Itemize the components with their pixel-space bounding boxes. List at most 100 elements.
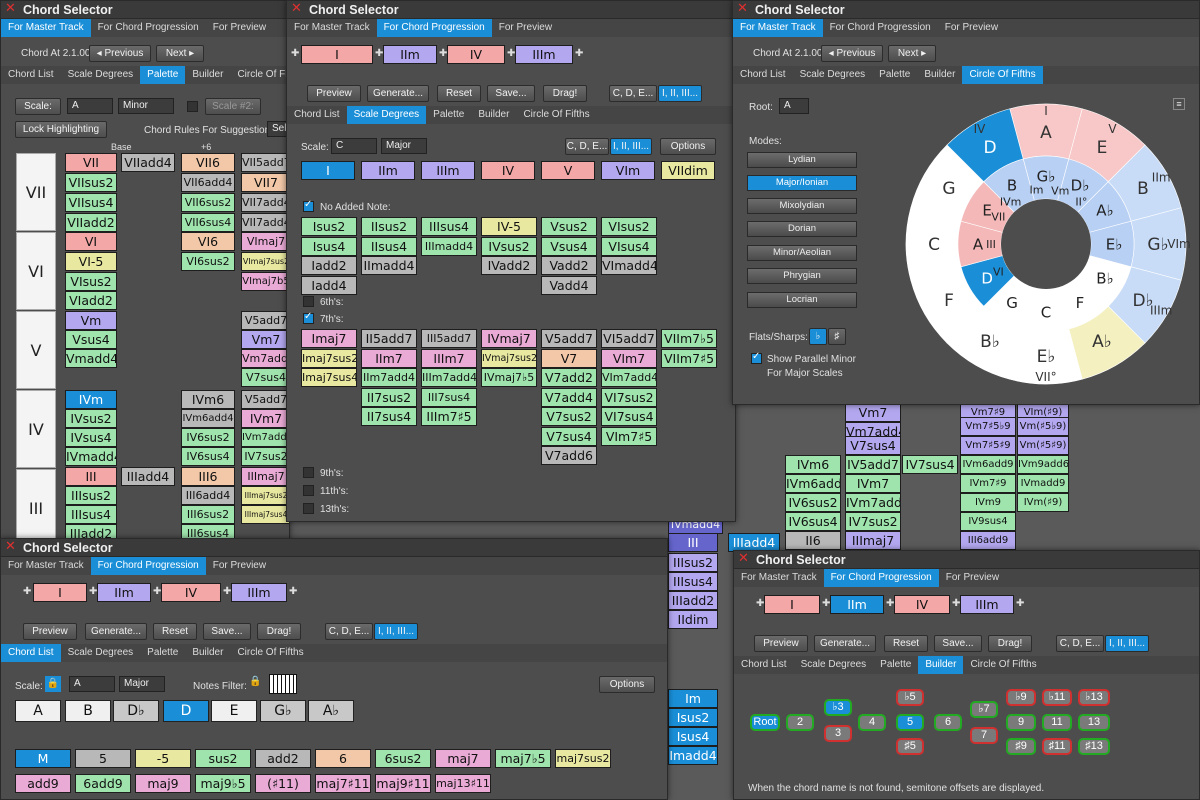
chord-chip[interactable]: VI	[65, 232, 117, 251]
chord-chip[interactable]: IIImaj7sus4	[241, 505, 289, 524]
chord-chip[interactable]: IIIadd2	[65, 524, 117, 539]
chord-chip[interactable]: Vadd2	[541, 256, 597, 275]
insert-plus-icon[interactable]: ✚	[439, 48, 448, 59]
tab-preview[interactable]: For Preview	[945, 572, 1000, 583]
chord-chip[interactable]: IVmaj7sus2	[481, 348, 537, 368]
piano-keyboard-icon[interactable]	[269, 674, 297, 694]
chord-chip[interactable]: Isus4	[668, 727, 718, 746]
degree-chip[interactable]: IV	[481, 161, 535, 180]
chord-chip[interactable]: VI7sus2	[601, 387, 657, 407]
chord-chip[interactable]: IVsus2	[65, 409, 117, 428]
chord-chip[interactable]: IVm7add4	[845, 493, 901, 512]
chord-chip[interactable]: III7sus4	[421, 387, 477, 407]
lock-highlighting-button[interactable]: Lock Highlighting	[15, 121, 107, 138]
chord-chip[interactable]: VIsus2	[65, 272, 117, 291]
chord-chip[interactable]: Vm7♯5♭9	[960, 417, 1016, 436]
insert-plus-icon[interactable]: ✚	[1016, 598, 1025, 609]
chord-chip[interactable]: III6add9	[960, 531, 1016, 550]
options-button[interactable]: Options	[599, 676, 655, 693]
progression-chord[interactable]: IIm	[383, 45, 437, 64]
insert-plus-icon[interactable]: ✚	[153, 586, 162, 597]
chord-chip[interactable]: IV6sus4	[181, 447, 235, 466]
key-button[interactable]: E	[211, 700, 257, 722]
interval-node[interactable]: ♯9	[1006, 738, 1036, 755]
chord-chip[interactable]: IVmaj7	[481, 329, 537, 348]
progression-chord[interactable]: IIIm	[231, 583, 287, 602]
progression-chord[interactable]: IIIm	[960, 595, 1014, 614]
chord-chip[interactable]: III5add7	[421, 329, 477, 348]
chord-chip[interactable]: IIm7add4	[361, 368, 417, 387]
insert-plus-icon[interactable]: ✚	[23, 586, 32, 597]
chord-chip[interactable]: VIIadd2	[65, 213, 117, 232]
chord-chip[interactable]: Vm(♯5♭9)	[1017, 417, 1069, 436]
chord-chip[interactable]: IIIsus4	[668, 572, 718, 591]
chord-chip[interactable]: V5add7	[541, 329, 597, 348]
scale2-checkbox[interactable]	[187, 101, 198, 112]
options-button[interactable]: Options	[660, 138, 716, 155]
chord-type-chip[interactable]: maj7♯11	[315, 774, 371, 793]
scale-mode-select[interactable]: Major	[119, 676, 165, 692]
chord-chip[interactable]: VImadd4	[601, 256, 657, 275]
interval-node[interactable]: ♭11	[1042, 689, 1072, 706]
chord-chip[interactable]: IV6sus4	[785, 512, 841, 531]
generate-button[interactable]: Generate...	[85, 623, 147, 640]
chord-type-chip[interactable]: maj9♭5	[195, 774, 251, 793]
insert-plus-icon[interactable]: ✚	[886, 598, 895, 609]
sevenths-checkbox[interactable]	[303, 311, 314, 324]
chord-chip[interactable]: III6	[181, 467, 235, 486]
tab-preview[interactable]: For Preview	[212, 22, 267, 33]
chord-chip[interactable]: VI6	[181, 232, 235, 251]
chord-chip[interactable]: IIImadd4	[421, 236, 477, 256]
mode-minor-aeolian[interactable]: Minor/Aeolian	[747, 245, 857, 261]
key-button[interactable]: D♭	[113, 700, 159, 722]
chord-chip[interactable]: VII7add4	[241, 193, 289, 212]
chord-chip[interactable]: VIm7add4	[601, 368, 657, 387]
chord-chip[interactable]: IVm9add6	[1017, 455, 1069, 474]
close-icon[interactable]: ✕	[5, 539, 16, 554]
tab-chord-list[interactable]: Chord List	[741, 659, 787, 670]
scale2-button[interactable]: Scale #2:	[205, 98, 261, 115]
chord-chip[interactable]: Vm7	[241, 330, 289, 349]
chord-type-chip[interactable]: M	[15, 749, 71, 768]
filter-lock-icon[interactable]: 🔒	[249, 676, 262, 687]
mode-lydian[interactable]: Lydian	[747, 152, 857, 168]
chord-chip[interactable]: IV6sus2	[181, 428, 235, 447]
chord-chip[interactable]: IIIsus4	[65, 505, 117, 524]
tab-circle-of-fifths[interactable]: Circle Of Fifths	[962, 66, 1043, 84]
chord-chip[interactable]: Imaj7	[301, 329, 357, 348]
chord-chip[interactable]: Vm	[65, 311, 117, 330]
chord-chip[interactable]: IIIsus2	[65, 486, 117, 505]
key-button[interactable]: A	[15, 700, 61, 722]
insert-plus-icon[interactable]: ✚	[89, 586, 98, 597]
chord-chip[interactable]: IVm(♯9)	[1017, 493, 1069, 512]
mode-major-ionian[interactable]: Major/Ionian	[747, 175, 857, 191]
interval-node[interactable]: 11	[1042, 714, 1072, 731]
interval-node[interactable]: 7	[970, 727, 998, 744]
tab-builder[interactable]: Builder	[924, 69, 956, 80]
chord-chip[interactable]: Iadd2	[301, 256, 357, 275]
chord-chip[interactable]: IImadd4	[361, 256, 417, 275]
chord-chip[interactable]: VIsus2	[601, 217, 657, 236]
chord-chip[interactable]: IVm6add9	[960, 455, 1016, 474]
chord-type-chip[interactable]: (♯11)	[255, 774, 311, 793]
chord-rules-select[interactable]: Sel	[267, 121, 289, 137]
chord-chip[interactable]: VII6sus2	[181, 193, 235, 212]
scale-mode-select[interactable]: Minor	[118, 98, 174, 114]
degree-chip[interactable]: I	[301, 161, 355, 180]
tab-master-track[interactable]: For Master Track	[294, 22, 370, 33]
chord-chip[interactable]: IVm7♯9	[960, 474, 1016, 493]
progression-chord[interactable]: I	[764, 595, 820, 614]
tab-circle-of-fifths[interactable]: Circle Of Fifths	[237, 69, 290, 80]
tab-chord-progression[interactable]: For Chord Progression	[90, 557, 206, 575]
save-button[interactable]: Save...	[203, 623, 251, 640]
chord-chip[interactable]: VIIsus4	[65, 193, 117, 212]
tab-palette[interactable]: Palette	[879, 69, 911, 80]
chord-chip[interactable]: VII6sus4	[181, 213, 235, 232]
insert-plus-icon[interactable]: ✚	[822, 598, 831, 609]
insert-plus-icon[interactable]: ✚	[375, 48, 384, 59]
letters-toggle[interactable]: C, D, E...	[609, 85, 657, 102]
tab-scale-degrees[interactable]: Scale Degrees	[800, 659, 867, 670]
chord-chip[interactable]: VIIm7♭5	[661, 329, 717, 348]
chord-chip[interactable]: VImaj7sus2	[241, 252, 289, 271]
chord-chip[interactable]: IVm	[65, 390, 117, 409]
